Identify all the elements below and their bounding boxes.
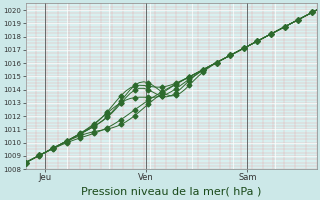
X-axis label: Pression niveau de la mer( hPa ): Pression niveau de la mer( hPa ) [81,187,261,197]
